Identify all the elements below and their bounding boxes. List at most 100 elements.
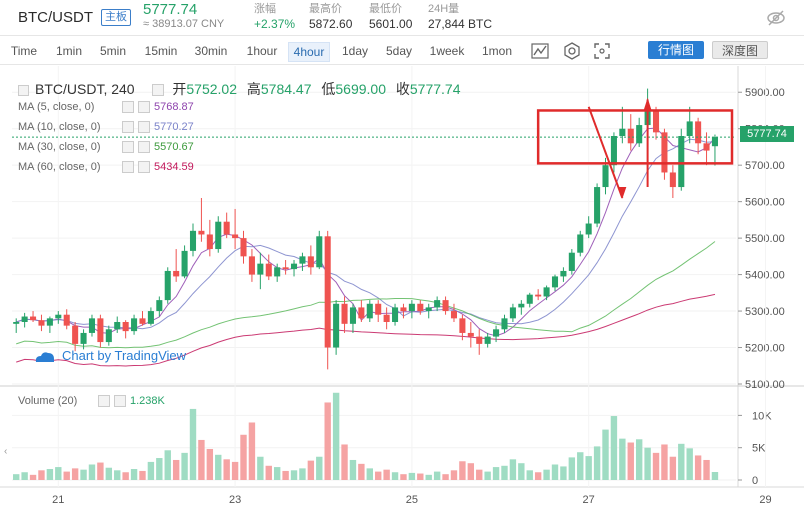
- candle-body: [265, 263, 272, 277]
- close-icon[interactable]: [138, 161, 150, 174]
- candle-body: [408, 303, 415, 312]
- candle-body: [678, 136, 685, 188]
- volume-bar: [147, 461, 155, 480]
- volume-bar: [248, 422, 256, 480]
- high-label: 高: [246, 81, 261, 97]
- tf-time[interactable]: Time: [10, 44, 38, 58]
- volume-bar: [534, 472, 542, 480]
- candle-body: [189, 230, 197, 251]
- settings-icon[interactable]: [122, 141, 134, 154]
- volume-bar: [610, 416, 618, 480]
- candle-body: [248, 256, 255, 275]
- volume-bar: [13, 474, 20, 480]
- candle-body: [358, 307, 365, 319]
- volume-bar: [341, 444, 348, 480]
- close-icon[interactable]: [138, 141, 150, 154]
- tf-1week[interactable]: 1week: [429, 44, 465, 58]
- settings-icon[interactable]: [152, 84, 165, 97]
- volume-bar: [358, 463, 365, 480]
- close-value: 5777.74: [409, 81, 461, 97]
- ohlc-legend: BTC/USDT, 240 开5752.02 高5784.47 低5699.00…: [18, 79, 466, 99]
- volume-bar: [114, 470, 121, 480]
- volume-bar: [139, 470, 146, 480]
- tf-5min[interactable]: 5min: [99, 44, 126, 58]
- depth-chart-button[interactable]: 深度图: [712, 41, 768, 59]
- volume-value: 1.238K: [130, 395, 165, 407]
- volume-bar: [215, 454, 222, 480]
- ma-label: MA (5, close, 0): [18, 101, 95, 113]
- candle-body: [425, 307, 432, 312]
- settings-icon[interactable]: [122, 161, 134, 174]
- close-icon[interactable]: [138, 121, 150, 134]
- volume-bar: [467, 463, 475, 480]
- tf-1mon[interactable]: 1mon: [481, 44, 513, 58]
- volume-bar: [366, 468, 373, 480]
- volume-bar: [80, 469, 87, 480]
- candle-body: [602, 165, 609, 188]
- tf-1min[interactable]: 1min: [55, 44, 82, 58]
- candle-body: [585, 223, 592, 235]
- market-chart-button[interactable]: 行情图: [648, 41, 704, 59]
- tf-30min[interactable]: 30min: [194, 44, 228, 58]
- indicator-icon[interactable]: [530, 41, 550, 61]
- volume-bar: [383, 469, 390, 480]
- time-tick-label: 29: [759, 494, 771, 506]
- volume-bar: [400, 474, 407, 480]
- collapse-icon[interactable]: [18, 84, 29, 96]
- fullscreen-icon[interactable]: [592, 41, 612, 61]
- tf-5day[interactable]: 5day: [385, 44, 413, 58]
- stat-value: 5601.00: [369, 17, 413, 31]
- volume-bar: [425, 474, 432, 480]
- volume-bar: [585, 456, 592, 480]
- volume-bar: [63, 471, 70, 480]
- volume-bar: [375, 471, 382, 480]
- pair-name[interactable]: BTC/USDT: [18, 9, 93, 26]
- volume-bar: [652, 452, 660, 480]
- volume-bar: [130, 469, 138, 480]
- candle-body: [173, 270, 180, 277]
- volume-bar: [71, 468, 79, 480]
- candle-body: [38, 320, 45, 326]
- volume-bar: [433, 471, 441, 480]
- volume-bar: [97, 462, 104, 480]
- volume-bar: [711, 472, 719, 480]
- candle-body: [131, 318, 138, 332]
- low-label: 低: [321, 81, 336, 97]
- eye-slash-icon[interactable]: [766, 8, 786, 28]
- settings-icon[interactable]: [122, 101, 134, 114]
- candle-body: [240, 238, 247, 257]
- close-icon[interactable]: [138, 101, 150, 114]
- tf-15min[interactable]: 15min: [144, 44, 178, 58]
- candle-body: [661, 132, 668, 173]
- settings-icon[interactable]: [562, 41, 582, 61]
- low-value: 5699.00: [335, 81, 386, 97]
- tf-1hour[interactable]: 1hour: [246, 44, 278, 58]
- tf-4hour[interactable]: 4hour: [288, 42, 330, 62]
- candle-body: [349, 307, 356, 324]
- volume-bar: [678, 443, 685, 480]
- close-icon[interactable]: [114, 395, 126, 408]
- candle-body: [551, 276, 559, 288]
- candle-body: [164, 270, 171, 301]
- candle-body: [366, 303, 373, 319]
- close-label: 收: [395, 81, 410, 97]
- volume-bar: [181, 452, 188, 480]
- price-tick-label: 5700.00: [745, 160, 785, 172]
- chart-background: [0, 66, 804, 511]
- candlestick-chart[interactable]: 5900.005800.005700.005600.005500.005400.…: [0, 66, 804, 511]
- settings-icon[interactable]: [122, 121, 134, 134]
- arrow-head: [618, 187, 627, 199]
- watermark-text: Chart by TradingView: [62, 348, 187, 363]
- volume-bar: [442, 474, 449, 480]
- settings-icon[interactable]: [98, 395, 110, 408]
- volume-label: Volume (20): [18, 395, 78, 407]
- candle-body: [383, 314, 390, 322]
- volume-bar: [349, 459, 357, 480]
- candle-body: [619, 128, 626, 136]
- volume-bar: [273, 467, 281, 480]
- ma-legend-30: MA (30, close, 0) 5570.67: [18, 140, 194, 154]
- volume-bar: [450, 470, 458, 480]
- candle-body: [560, 270, 567, 277]
- tf-1day[interactable]: 1day: [341, 44, 369, 58]
- tradingview-watermark[interactable]: Chart by TradingView: [34, 347, 186, 365]
